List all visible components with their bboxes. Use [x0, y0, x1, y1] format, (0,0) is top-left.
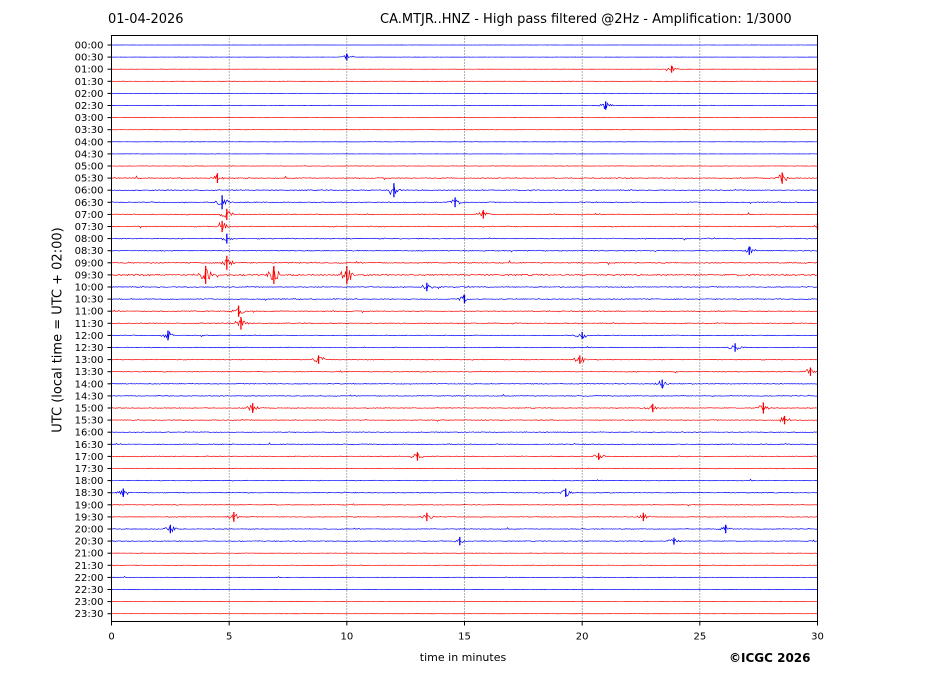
- trace-0830: [111, 246, 818, 254]
- trace-1330: [111, 369, 818, 375]
- y-tick-label: 08:30: [75, 246, 104, 257]
- y-tick-label: 23:30: [75, 609, 104, 620]
- y-tick-label: 09:30: [75, 270, 104, 281]
- y-tick-label: 18:30: [75, 488, 104, 499]
- y-tick-label: 05:30: [75, 174, 104, 185]
- y-tick-label: 22:00: [75, 573, 104, 584]
- y-tick-label: 23:00: [75, 597, 104, 608]
- y-tick-label: 03:30: [75, 125, 104, 136]
- trace-0700: [111, 210, 818, 218]
- x-axis-ticks: 0 5 10 15 20 25 30: [108, 621, 824, 643]
- x-axis-label: time in minutes: [419, 651, 507, 664]
- y-tick-label: 01:30: [75, 77, 104, 88]
- trace-1230: [111, 345, 818, 351]
- vertical-gridlines: [228, 35, 701, 622]
- y-axis-label: UTC (local time = UTC + 02:00): [50, 227, 66, 433]
- trace-0730: [111, 221, 818, 231]
- trace-2200: [111, 575, 818, 579]
- x-tick-label: 0: [108, 632, 114, 643]
- y-tick-label: 20:00: [75, 525, 104, 536]
- y-tick-label: 13:30: [75, 367, 104, 378]
- trace-1830: [111, 489, 818, 497]
- trace-0930: [111, 266, 818, 282]
- y-tick-label: 17:30: [75, 464, 104, 475]
- y-tick-label: 06:00: [75, 186, 104, 197]
- x-tick-label: 10: [340, 632, 353, 643]
- trace-1730: [111, 467, 818, 470]
- trace-0530: [111, 173, 818, 182]
- trace-0230: [111, 102, 818, 109]
- y-tick-label: 07:30: [75, 222, 104, 233]
- trace-2100: [111, 552, 818, 554]
- y-tick-label: 02:30: [75, 101, 104, 112]
- y-tick-label: 00:00: [75, 41, 104, 52]
- y-tick-label: 03:00: [75, 113, 104, 124]
- y-tick-label: 00:30: [75, 53, 104, 64]
- y-tick-label: 14:30: [75, 391, 104, 402]
- y-tick-label: 12:00: [75, 331, 104, 342]
- trace-1800: [111, 478, 818, 482]
- y-tick-label: 10:00: [75, 283, 104, 294]
- x-tick-label: 20: [576, 632, 589, 643]
- x-tick-label: 30: [811, 632, 824, 643]
- y-tick-label: 19:30: [75, 512, 104, 523]
- chart-title: CA.MTJR..HNZ - High pass filtered @2Hz -…: [380, 12, 792, 27]
- trace-2000: [111, 524, 818, 533]
- y-tick-label: 04:00: [75, 137, 104, 148]
- trace-1900: [111, 503, 818, 507]
- copyright-label: ©ICGC 2026: [729, 651, 811, 665]
- y-tick-label: 06:30: [75, 198, 104, 209]
- y-tick-label: 21:00: [75, 549, 104, 560]
- trace-0800: [111, 237, 818, 242]
- x-tick-label: 5: [226, 632, 232, 643]
- y-tick-label: 04:30: [75, 149, 104, 160]
- y-tick-label: 15:00: [75, 404, 104, 415]
- trace-0600: [111, 186, 818, 196]
- y-tick-label: 13:00: [75, 355, 104, 366]
- y-tick-label: 09:00: [75, 258, 104, 269]
- y-tick-label: 12:30: [75, 343, 104, 354]
- y-tick-label: 08:00: [75, 234, 104, 245]
- trace-1200: [111, 331, 818, 339]
- trace-1930: [111, 513, 818, 521]
- y-axis-ticks: 00:0000:3001:0001:3002:0002:3003:0003:30…: [75, 41, 112, 620]
- y-tick-label: 07:00: [75, 210, 104, 221]
- x-tick-label: 15: [458, 632, 471, 643]
- trace-0500: [111, 165, 818, 167]
- y-tick-label: 10:30: [75, 295, 104, 306]
- y-tick-label: 18:00: [75, 476, 104, 487]
- date-title: 01-04-2026: [108, 12, 184, 27]
- y-tick-label: 14:00: [75, 379, 104, 390]
- y-tick-label: 16:00: [75, 428, 104, 439]
- y-tick-label: 11:30: [75, 319, 104, 330]
- y-tick-label: 05:00: [75, 162, 104, 173]
- trace-2130: [111, 564, 818, 566]
- y-tick-label: 01:00: [75, 65, 104, 76]
- y-tick-label: 20:30: [75, 537, 104, 548]
- y-tick-label: 22:30: [75, 585, 104, 596]
- y-tick-label: 11:00: [75, 307, 104, 318]
- seismic-traces: [111, 44, 819, 615]
- trace-1630: [111, 442, 818, 446]
- y-tick-label: 17:00: [75, 452, 104, 463]
- y-tick-label: 02:00: [75, 89, 104, 100]
- x-tick-label: 25: [693, 632, 706, 643]
- trace-2230: [111, 588, 818, 591]
- trace-1130: [111, 318, 818, 327]
- y-tick-label: 19:00: [75, 500, 104, 511]
- trace-2030: [111, 538, 818, 543]
- trace-0630: [111, 198, 818, 206]
- y-tick-label: 15:30: [75, 416, 104, 427]
- trace-0900: [111, 258, 818, 266]
- trace-1000: [111, 284, 818, 290]
- trace-1100: [111, 307, 818, 315]
- y-tick-label: 16:30: [75, 440, 104, 451]
- y-tick-label: 21:30: [75, 561, 104, 572]
